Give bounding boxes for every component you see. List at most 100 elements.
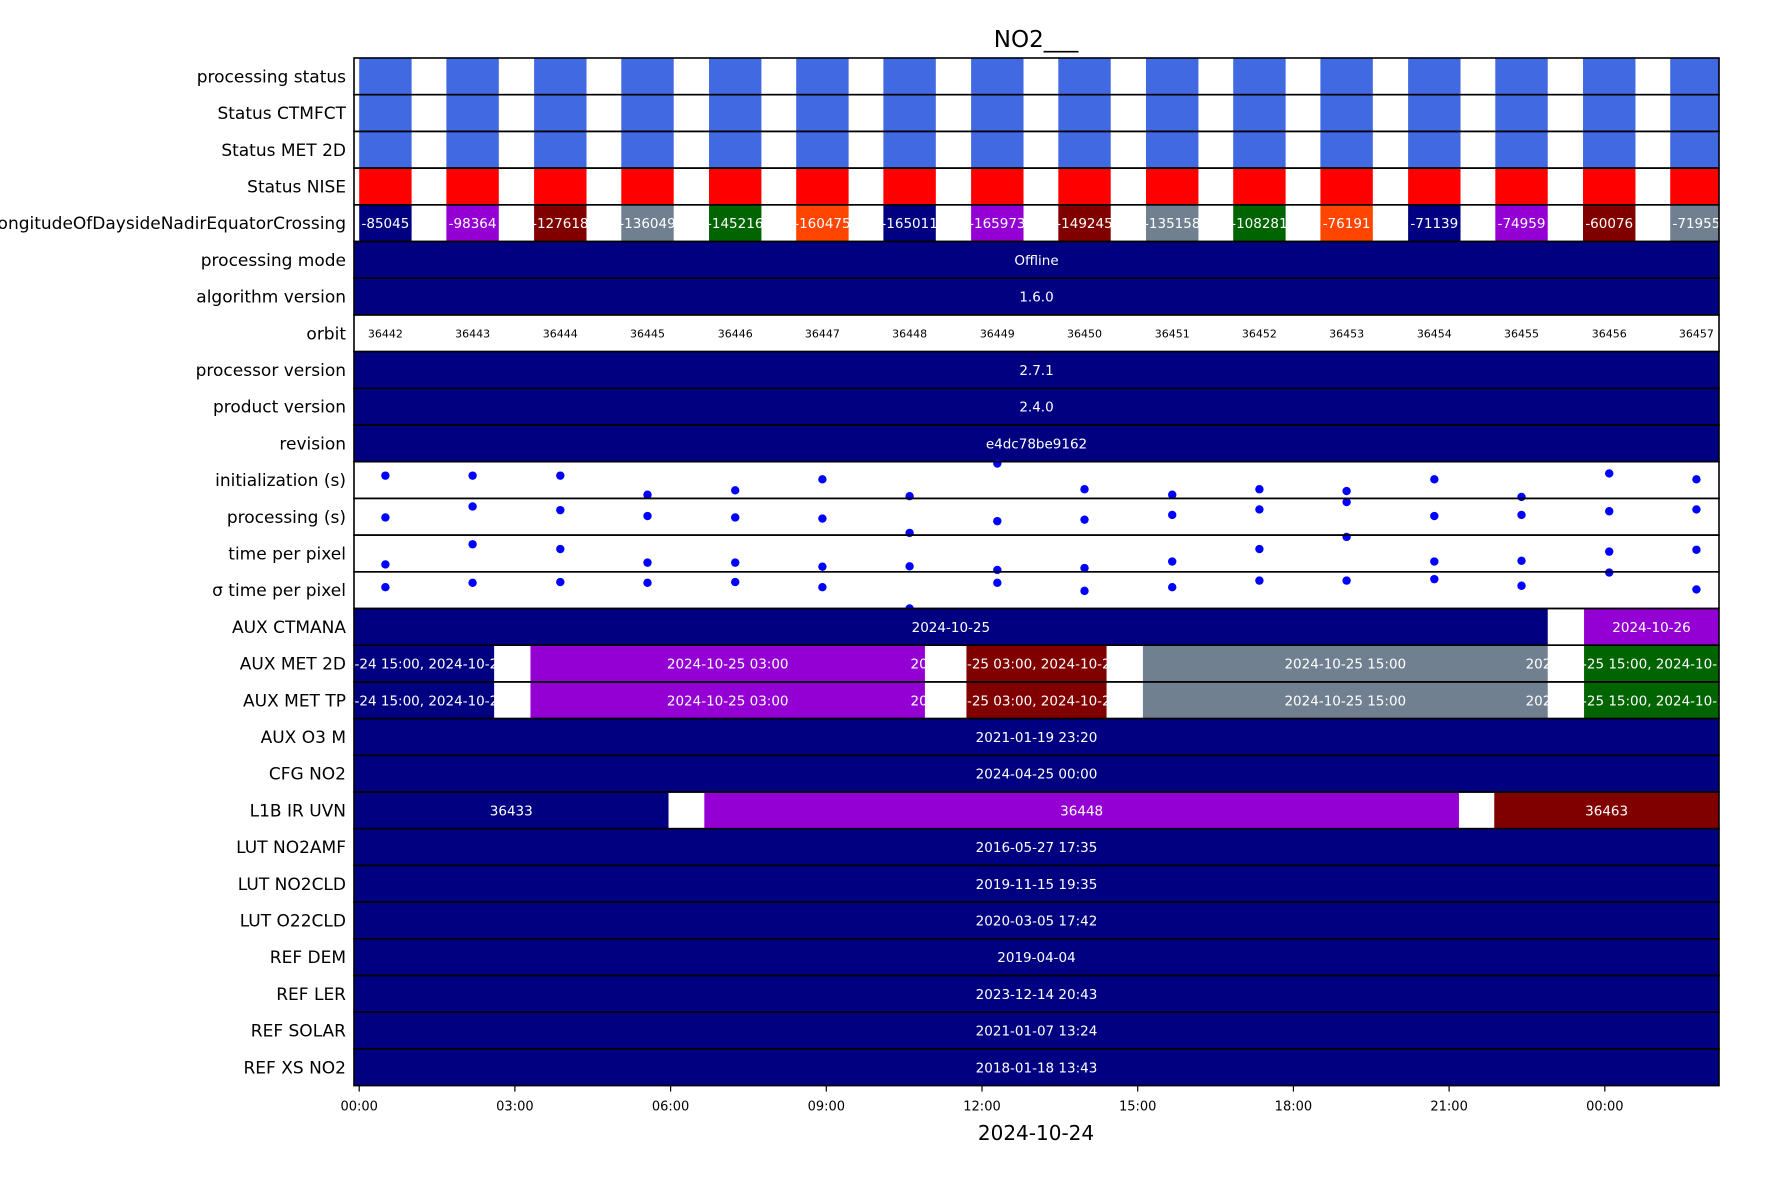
- row-15-segment-label-0: 2024-10-25: [912, 620, 990, 636]
- row-13-label: time per pixel: [228, 544, 346, 564]
- row-24-label: REF DEM: [270, 948, 346, 968]
- row-3-block-12: [1408, 168, 1461, 205]
- row-1-block-15: [1670, 94, 1719, 132]
- row-4-block-2: [534, 204, 587, 242]
- row-4-value-9: -135158: [1144, 216, 1200, 232]
- row-4-block-6: [883, 204, 936, 242]
- row-12-point-11: [1342, 497, 1351, 507]
- row-7-orbit-11: 36453: [1329, 327, 1364, 340]
- row-12-point-2: [556, 505, 565, 515]
- row-4-block-11: [1320, 204, 1373, 242]
- row-0-block-12: [1408, 58, 1461, 95]
- row-18-segment-0: [354, 718, 1719, 756]
- row-4-block-5: [796, 204, 849, 242]
- row-6-label: algorithm version: [196, 288, 346, 308]
- row-23-segment-0: [354, 902, 1719, 939]
- row-4-block-9: [1146, 204, 1199, 242]
- row-7-orbit-0: 36442: [368, 327, 403, 340]
- row-14-point-9: [1168, 583, 1177, 592]
- row-17-label: AUX MET TP: [243, 691, 346, 711]
- row-12-point-4: [731, 513, 740, 522]
- row-4-label: LongitudeOfDaysideNadirEquatorCrossing: [0, 214, 346, 234]
- row-11-point-0: [381, 471, 390, 480]
- row-18-label: AUX O3 M: [261, 728, 346, 748]
- row-7-orbit-2: 36444: [543, 327, 578, 340]
- row-3-block-4: [709, 168, 762, 205]
- row-9-segment-label-0: 2.4.0: [1019, 400, 1053, 416]
- row-12-label: processing (s): [227, 508, 346, 528]
- row-17-segment-label-4: 2024-10-25 15:00, 2024-10-26 03:00: [1526, 693, 1771, 709]
- row-0-block-0: [359, 58, 412, 95]
- row-3-block-9: [1146, 168, 1199, 205]
- row-1-block-2: [534, 94, 587, 132]
- row-9-segment-0: [354, 388, 1719, 425]
- row-13-point-7: [993, 565, 1002, 575]
- row-13-point-4: [731, 558, 740, 567]
- row-3-block-8: [1058, 168, 1111, 205]
- x-tick-label-4: 12:00: [963, 1100, 1000, 1115]
- row-26-label: REF SOLAR: [251, 1022, 346, 1042]
- row-17-segment-3: [1142, 681, 1548, 719]
- row-4-block-4: [709, 204, 762, 242]
- row-11-point-13: [1517, 492, 1526, 502]
- row-7-orbit-8: 36450: [1067, 327, 1102, 340]
- row-4-block-14: [1583, 204, 1636, 242]
- x-tick-label-7: 21:00: [1430, 1100, 1467, 1115]
- row-26-segment-label-0: 2021-01-07 13:24: [976, 1024, 1098, 1040]
- row-4-block-0: [359, 204, 412, 242]
- row-22-segment-label-0: 2019-11-15 19:35: [976, 877, 1098, 893]
- row-2-block-3: [621, 131, 674, 169]
- row-13-point-6: [905, 562, 914, 571]
- row-3-block-14: [1583, 168, 1636, 205]
- row-4-value-0: -85045: [361, 216, 409, 232]
- row-14-point-11: [1342, 576, 1351, 585]
- row-4-value-10: -108281: [1231, 216, 1287, 232]
- row-27-label: REF XS NO2: [244, 1058, 347, 1078]
- row-0-label: processing status: [197, 67, 346, 87]
- row-16-segment-label-0: 2024-10-24 15:00, 2024-10-25 03:00: [298, 657, 550, 673]
- row-13-point-8: [1080, 563, 1089, 573]
- row-3-block-13: [1495, 168, 1548, 205]
- row-1-block-14: [1583, 94, 1636, 132]
- row-10-segment-label-0: e4dc78be9162: [986, 436, 1087, 452]
- row-12-frame: [353, 497, 1720, 536]
- row-4-block-8: [1058, 204, 1111, 242]
- row-3-block-15: [1670, 168, 1719, 205]
- row-22-segment-0: [354, 865, 1719, 903]
- row-20-segment-0: [354, 792, 669, 829]
- row-12-point-14: [1605, 507, 1614, 516]
- row-2-block-4: [709, 131, 762, 169]
- row-4-value-3: -136049: [619, 216, 675, 232]
- row-1-block-1: [446, 94, 499, 132]
- row-7-orbit-7: 36449: [980, 327, 1015, 340]
- row-14-point-8: [1080, 586, 1089, 596]
- row-13-point-15: [1692, 545, 1701, 554]
- row-27-frame: [353, 1048, 1720, 1087]
- row-8-segment-0: [354, 351, 1719, 389]
- row-16-segment-0: [354, 645, 495, 682]
- row-1-block-7: [971, 94, 1024, 132]
- row-12-point-5: [818, 514, 827, 523]
- row-14-point-15: [1692, 585, 1701, 594]
- row-18-segment-label-0: 2021-01-19 23:20: [976, 730, 1098, 746]
- row-13-point-10: [1255, 544, 1264, 554]
- row-19-label: CFG NO2: [269, 765, 346, 785]
- row-16-segment-label-4: 2024-10-25 15:00, 2024-10-26 03:00: [1526, 657, 1771, 673]
- row-6-segment-label-0: 1.6.0: [1019, 290, 1053, 306]
- row-14-point-10: [1255, 576, 1264, 585]
- row-4-value-14: -60076: [1585, 216, 1633, 232]
- x-tick-label-3: 09:00: [808, 1100, 845, 1115]
- row-19-segment-0: [354, 755, 1719, 792]
- row-10-segment-0: [354, 425, 1719, 462]
- row-2-block-10: [1233, 131, 1286, 169]
- row-19-segment-label-0: 2024-04-25 00:00: [976, 767, 1098, 783]
- row-17-segment-label-3: 2024-10-25 15:00: [1284, 693, 1406, 709]
- row-1-block-12: [1408, 94, 1461, 132]
- row-12-point-15: [1692, 505, 1701, 514]
- row-14-point-5: [818, 583, 827, 592]
- row-21-segment-label-0: 2016-05-27 17:35: [976, 840, 1098, 856]
- row-20-label: L1B IR UVN: [250, 801, 346, 821]
- x-tick-label-5: 15:00: [1119, 1100, 1156, 1115]
- row-13-point-14: [1605, 547, 1614, 556]
- row-7-orbit-12: 36454: [1417, 327, 1452, 340]
